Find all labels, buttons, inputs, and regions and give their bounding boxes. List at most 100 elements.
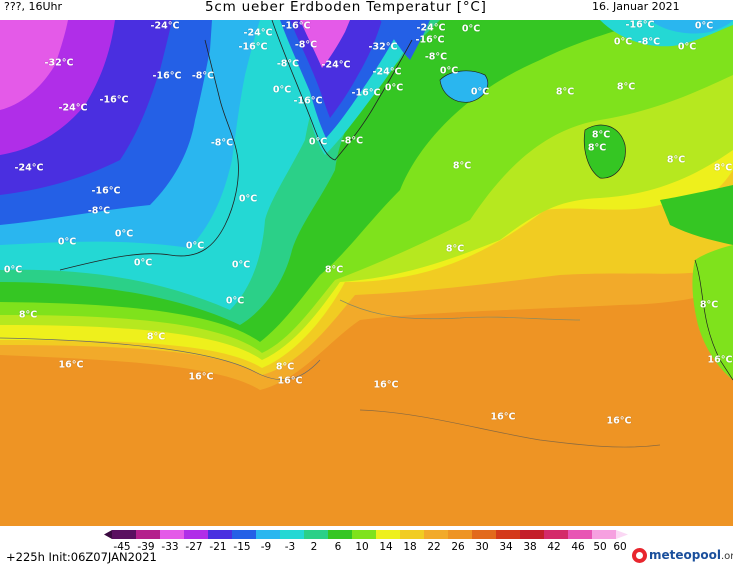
temp-label: -16°C <box>152 70 182 82</box>
brand-domain: .org <box>720 551 733 562</box>
map-date: 16. Januar 2021 <box>592 0 680 13</box>
colorbar-tick: 30 <box>475 541 489 553</box>
temp-label: 0°C <box>238 193 258 205</box>
colorbar-ticks: -45 -39 -33 -27 -21 -15 -9 -3 2 6 10 14 … <box>0 541 733 555</box>
temp-label: 0°C <box>272 84 292 96</box>
temp-label: 8°C <box>445 243 465 255</box>
temp-label: -16°C <box>415 34 445 46</box>
europe-land <box>660 185 733 245</box>
north-america-coastline <box>59 39 239 271</box>
temp-label: -8°C <box>87 205 111 217</box>
iceland <box>440 70 488 103</box>
temp-label: 0°C <box>461 23 481 35</box>
temp-label: 8°C <box>666 154 686 166</box>
temp-label: 8°C <box>713 162 733 174</box>
temp-label: 16°C <box>606 415 632 427</box>
map-header: ???, 16Uhr 5cm ueber Erdboden Temperatur… <box>0 0 733 20</box>
temp-label: 0°C <box>231 259 251 271</box>
temp-label: 0°C <box>613 36 633 48</box>
temp-label: -24°C <box>14 162 44 174</box>
temp-label: -24°C <box>321 59 351 71</box>
temp-label: 8°C <box>616 81 636 93</box>
colorbar-tick: -27 <box>185 541 203 553</box>
temp-label: 0°C <box>185 240 205 252</box>
colorbar-tick: 38 <box>523 541 537 553</box>
temp-label: 8°C <box>591 129 611 141</box>
temp-label: 16°C <box>277 375 303 387</box>
temp-label: -32°C <box>44 57 74 69</box>
temp-label: -8°C <box>210 137 234 149</box>
temp-label: 0°C <box>133 257 153 269</box>
colorbar-tick: 50 <box>593 541 607 553</box>
temp-label: -24°C <box>416 22 446 34</box>
colorbar-tick: 2 <box>310 541 318 553</box>
colorbar-tick: -45 <box>113 541 131 553</box>
temp-label: -16°C <box>99 94 129 106</box>
map-title: 5cm ueber Erdboden Temperatur [°C] <box>205 0 487 15</box>
temp-label: 0°C <box>308 136 328 148</box>
british-isles <box>584 125 626 179</box>
colorbar-tick: 14 <box>379 541 393 553</box>
temperature-field <box>0 20 733 526</box>
temp-label: -16°C <box>625 20 655 31</box>
british-coastline <box>583 124 626 179</box>
colorbar <box>104 530 628 539</box>
meteopool-icon <box>632 548 647 563</box>
temp-label: -8°C <box>637 36 661 48</box>
colorbar-tick: 22 <box>427 541 441 553</box>
scandinavia-cold <box>650 20 733 34</box>
colorbar-tick: 26 <box>451 541 465 553</box>
temp-label: 16°C <box>373 379 399 391</box>
temp-label: 8°C <box>324 264 344 276</box>
magenta-region <box>0 20 68 110</box>
iberia-land <box>692 245 733 380</box>
temp-label: 8°C <box>699 299 719 311</box>
valid-time-label: ???, 16Uhr <box>4 0 63 13</box>
temp-label: -16°C <box>91 185 121 197</box>
temp-label: -24°C <box>150 20 180 32</box>
colorbar-tick: -33 <box>161 541 179 553</box>
isotherm-line-3 <box>359 409 661 448</box>
colorbar-tick: -9 <box>260 541 272 553</box>
temp-label: 16°C <box>490 411 516 423</box>
isotherm-line-2 <box>339 299 581 321</box>
temp-label: 16°C <box>188 371 214 383</box>
colorbar-tick: 6 <box>334 541 342 553</box>
temp-label: -24°C <box>58 102 88 114</box>
iberia-coastline <box>694 259 733 381</box>
colorbar-tick: 10 <box>355 541 369 553</box>
temp-label: 0°C <box>470 86 490 98</box>
brand-name: meteopool <box>649 548 721 562</box>
temp-label: 8°C <box>555 86 575 98</box>
isotherm-line <box>0 337 321 380</box>
temp-label: 0°C <box>694 20 714 32</box>
temp-label: -8°C <box>340 135 364 147</box>
temp-label: -24°C <box>243 27 273 39</box>
greenland-core <box>300 20 350 68</box>
colorbar-tick: 18 <box>403 541 417 553</box>
colorbar-tick: 46 <box>571 541 585 553</box>
temp-label: -24°C <box>372 66 402 78</box>
temp-label: -8°C <box>424 51 448 63</box>
temp-label: 8°C <box>146 331 166 343</box>
temp-label: 8°C <box>275 361 295 373</box>
colorbar-tick: 42 <box>547 541 561 553</box>
temp-label: 0°C <box>677 41 697 53</box>
temp-label: 8°C <box>587 142 607 154</box>
temp-label: 8°C <box>18 309 38 321</box>
temp-label: 8°C <box>452 160 472 172</box>
colorbar-tick: -21 <box>209 541 227 553</box>
brand-text: meteopool.org <box>649 548 733 564</box>
temp-label: 0°C <box>114 228 134 240</box>
temp-label: 16°C <box>707 354 733 366</box>
temp-label: 16°C <box>58 359 84 371</box>
temp-label: -16°C <box>281 20 311 32</box>
colorbar-tick: -3 <box>284 541 296 553</box>
temp-label: 0°C <box>384 82 404 94</box>
greenland-east-ice <box>380 20 430 60</box>
temp-label: 0°C <box>439 65 459 77</box>
temp-label: -16°C <box>293 95 323 107</box>
init-time-label: +225h Init:06Z07JAN2021 <box>6 550 157 564</box>
temp-label: 0°C <box>57 236 77 248</box>
temp-label: 0°C <box>3 264 23 276</box>
